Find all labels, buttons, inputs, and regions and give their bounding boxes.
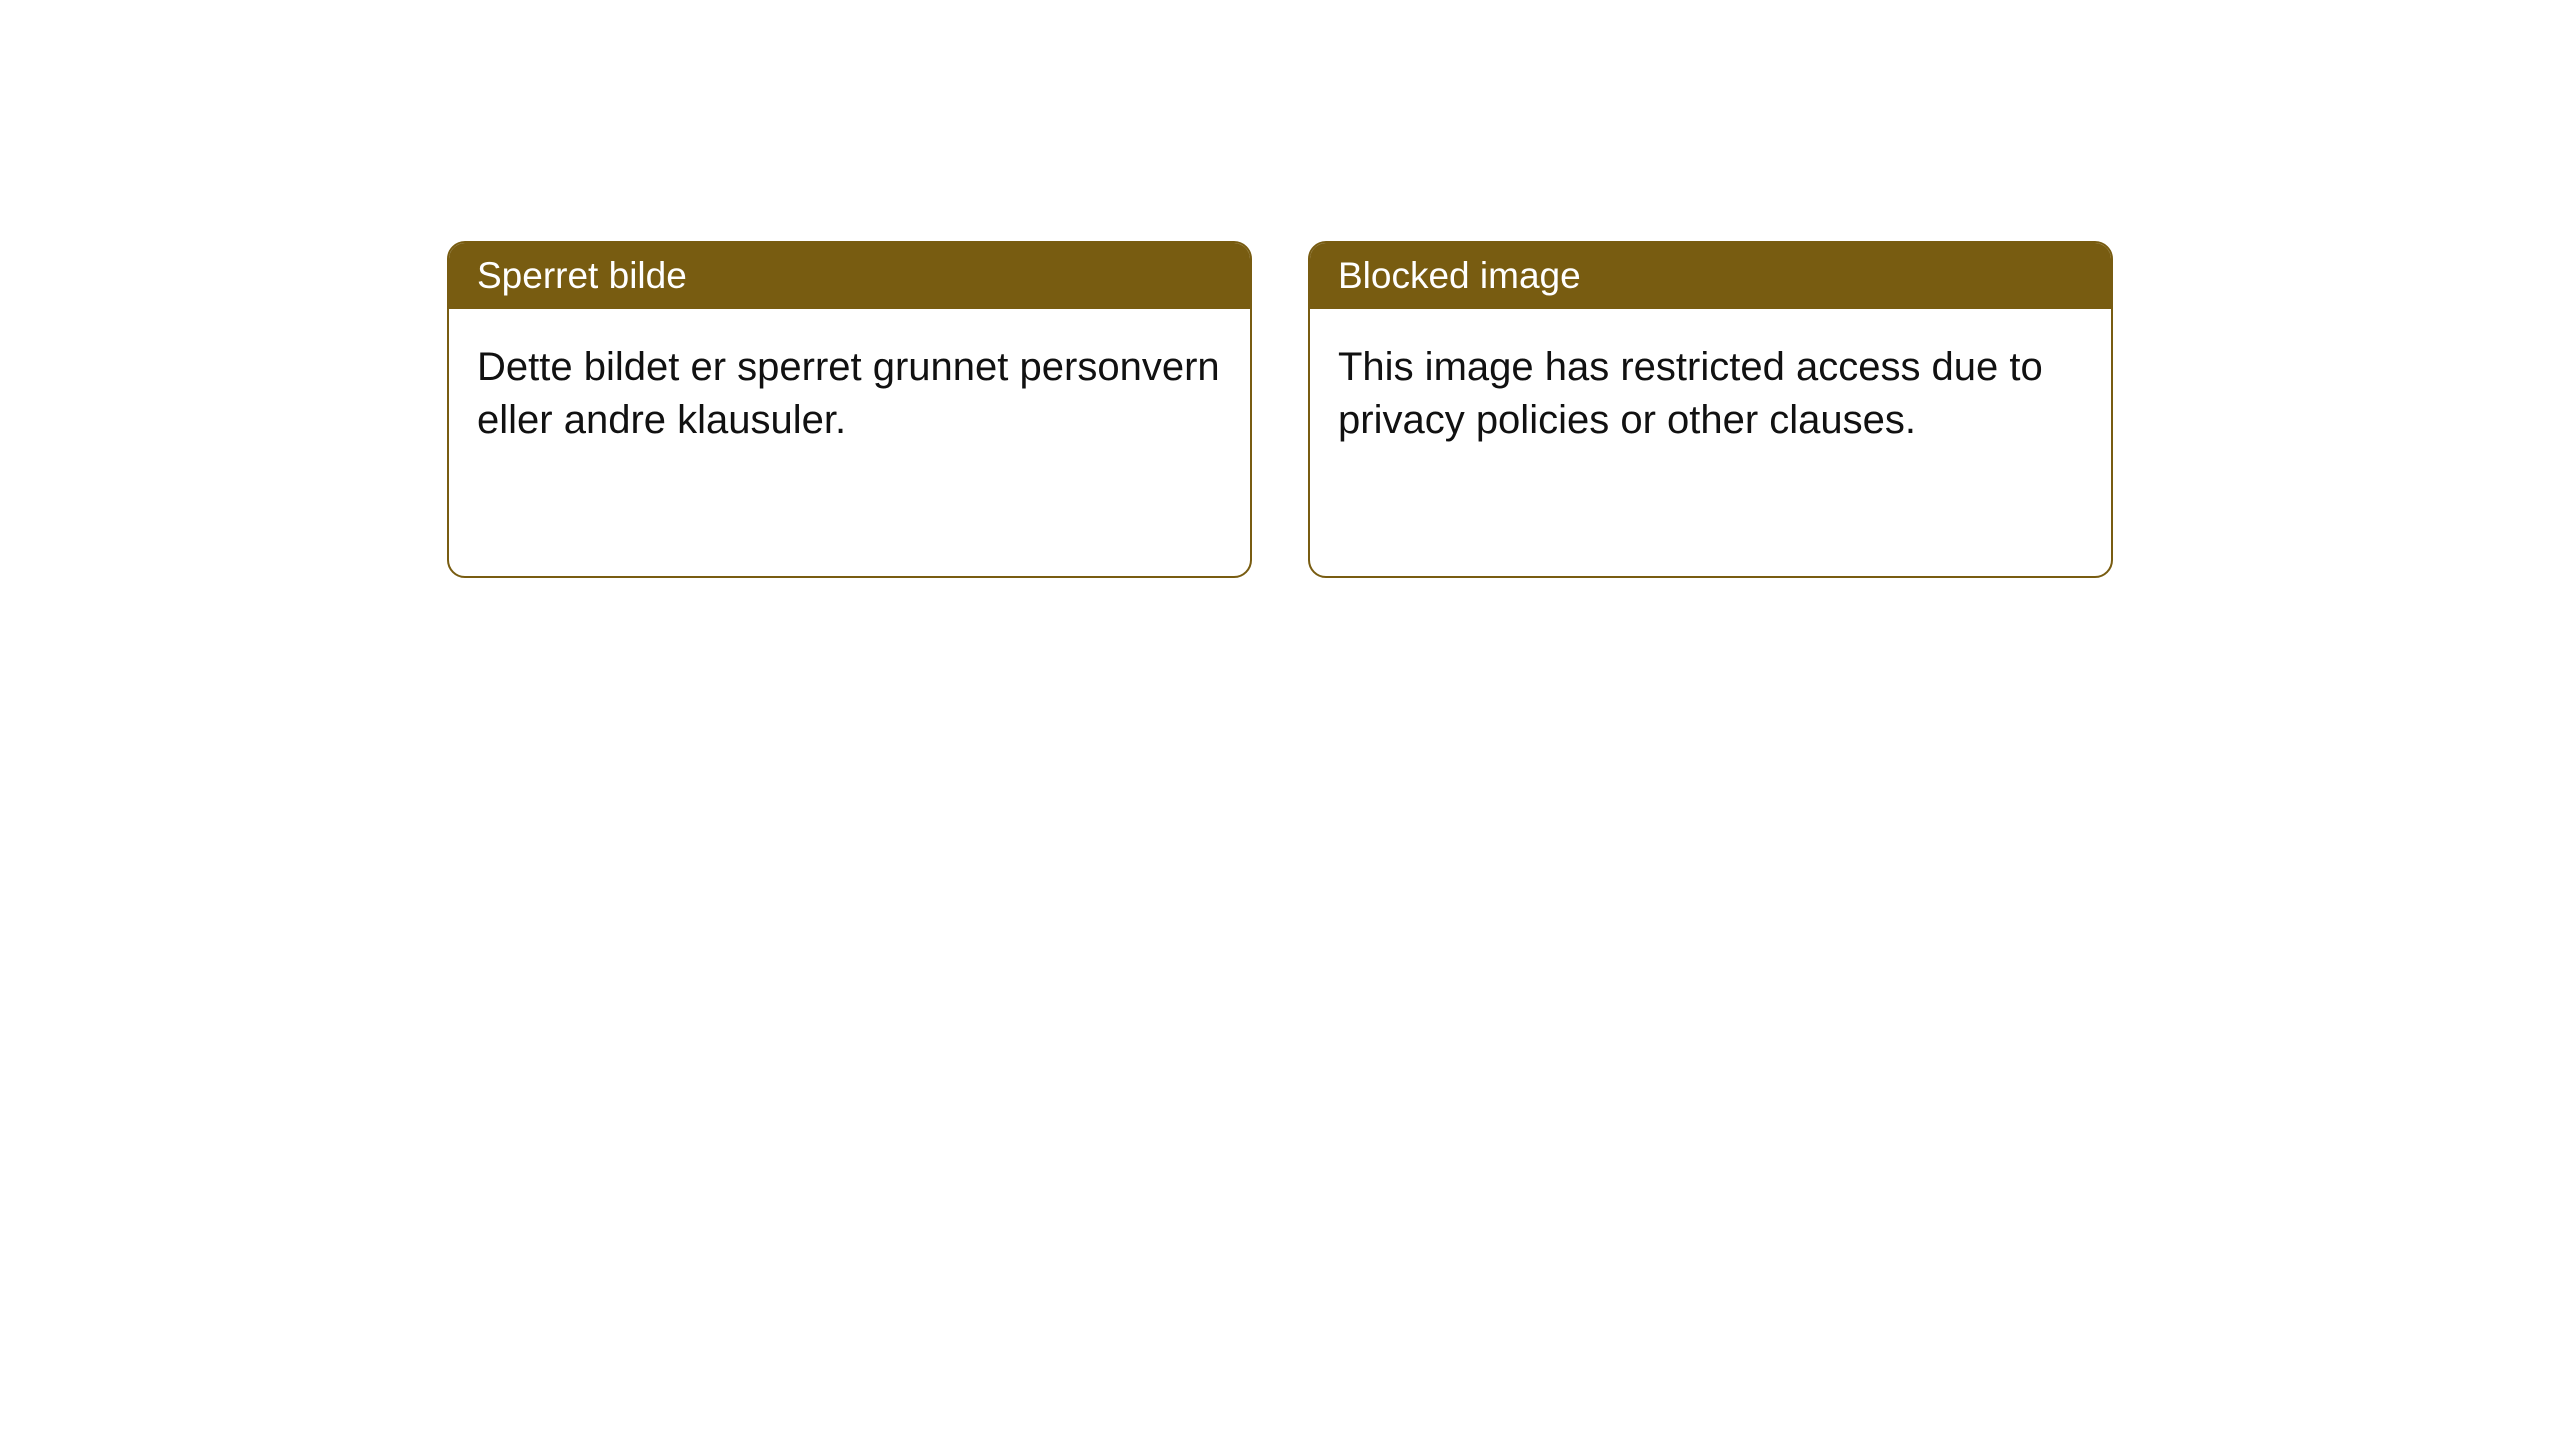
card-header: Blocked image bbox=[1310, 243, 2111, 309]
notice-card-english: Blocked image This image has restricted … bbox=[1308, 241, 2113, 578]
notice-container: Sperret bilde Dette bildet er sperret gr… bbox=[447, 241, 2113, 578]
card-body-text: Dette bildet er sperret grunnet personve… bbox=[477, 345, 1220, 442]
card-body: This image has restricted access due to … bbox=[1310, 309, 2111, 479]
card-title: Blocked image bbox=[1338, 255, 1581, 296]
card-body: Dette bildet er sperret grunnet personve… bbox=[449, 309, 1250, 479]
notice-card-norwegian: Sperret bilde Dette bildet er sperret gr… bbox=[447, 241, 1252, 578]
card-title: Sperret bilde bbox=[477, 255, 687, 296]
card-header: Sperret bilde bbox=[449, 243, 1250, 309]
card-body-text: This image has restricted access due to … bbox=[1338, 345, 2043, 442]
